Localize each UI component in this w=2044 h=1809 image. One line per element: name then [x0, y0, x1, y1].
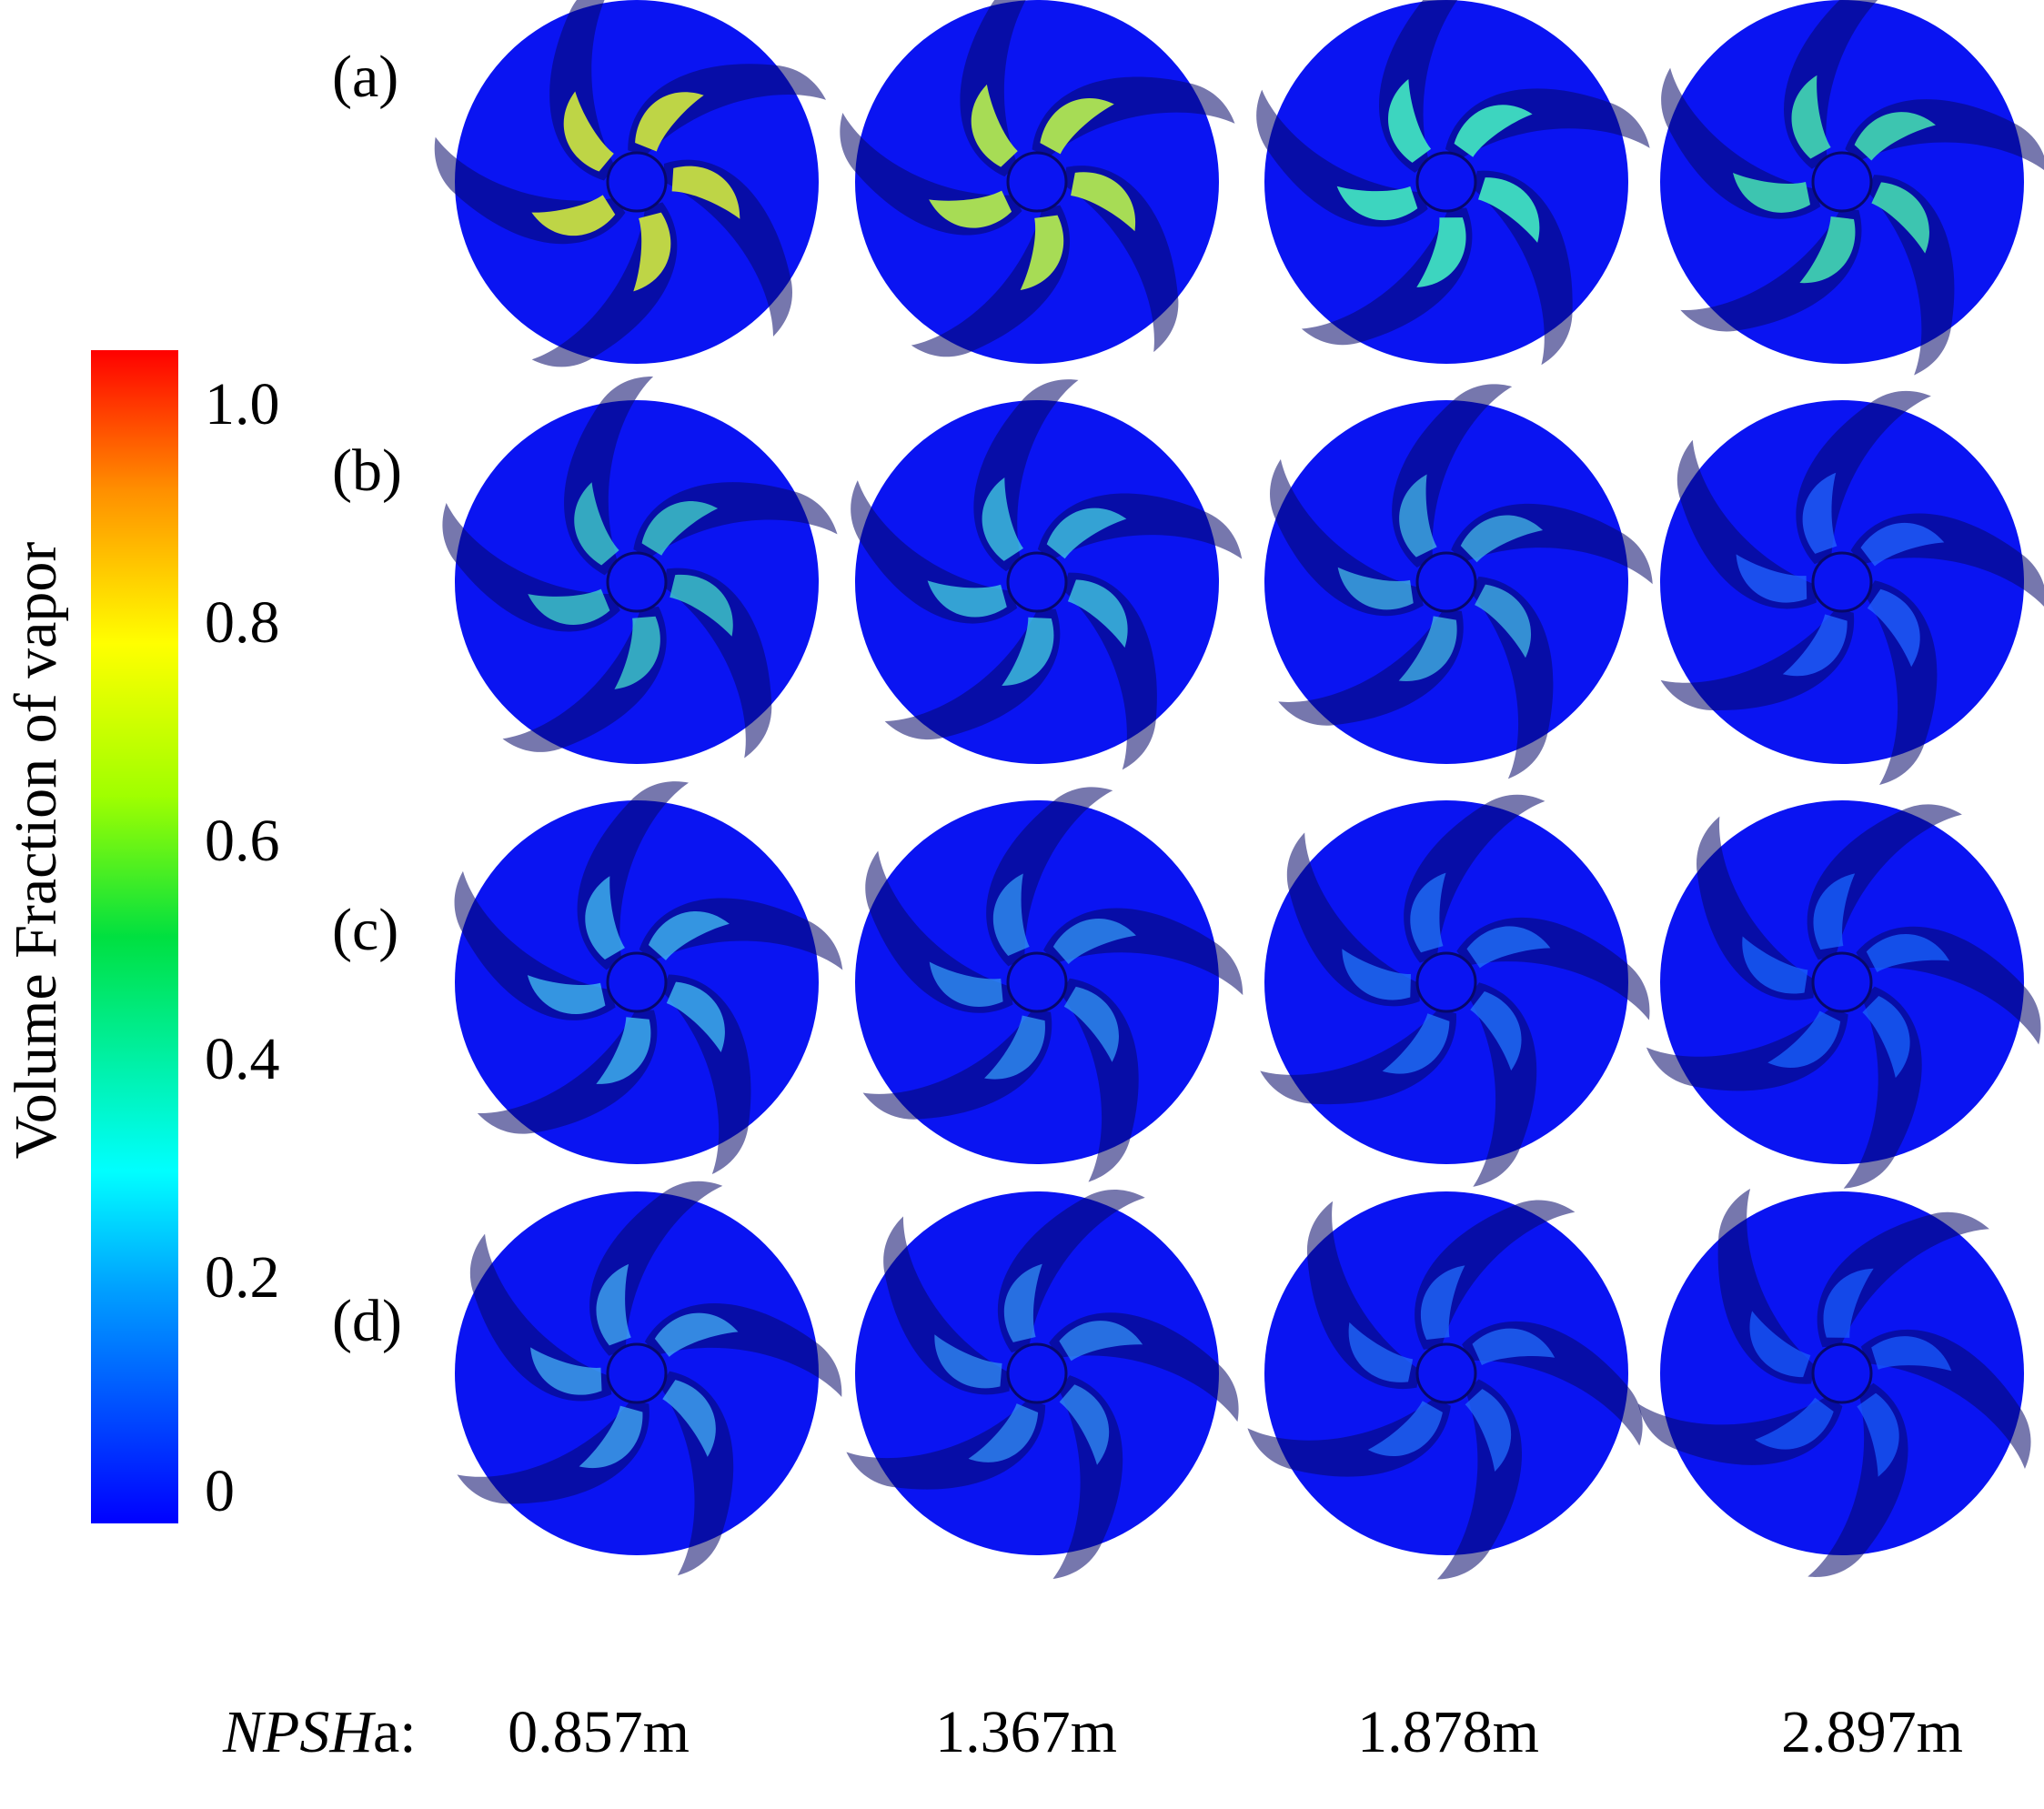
impeller-d-3	[1247, 1191, 1643, 1580]
colorbar-tick-0-4: 0.4	[205, 1026, 280, 1092]
npsh-label: NPSHa:	[223, 1699, 417, 1765]
row-label-c: (c)	[332, 897, 399, 963]
impeller-d-2	[846, 1190, 1239, 1580]
impeller-b-2	[851, 379, 1243, 770]
colorbar-tick-0-2: 0.2	[205, 1244, 280, 1311]
impeller-b-3	[1264, 384, 1653, 779]
impeller-d-1	[455, 1181, 842, 1576]
impeller-d-4	[1637, 1188, 2031, 1577]
colorbar-tick-0-6: 0.6	[205, 808, 280, 874]
impeller-b-4	[1660, 390, 2044, 785]
colorbar-gradient	[91, 350, 178, 1523]
impeller-a-4	[1660, 0, 2044, 376]
impeller-c-1	[454, 781, 843, 1175]
colorbar-tick-0-8: 0.8	[205, 589, 280, 656]
impeller-c-3	[1260, 794, 1650, 1187]
row-label-b: (b)	[332, 437, 402, 504]
colorbar-title: Volume Fraction of vapor	[3, 541, 69, 1160]
impeller-a-2	[840, 0, 1235, 364]
impeller-c-4	[1646, 800, 2041, 1189]
row-label-a: (a)	[332, 44, 399, 110]
npsh-value-4: 2.897m	[1781, 1699, 1963, 1765]
colorbar	[91, 350, 178, 1523]
npsh-value-2: 1.367m	[935, 1699, 1117, 1765]
colorbar-tick-1-0: 1.0	[205, 371, 280, 437]
impeller-b-1	[442, 377, 838, 764]
impeller-c-2	[855, 787, 1244, 1182]
impeller-a-1	[434, 0, 827, 367]
row-label-d: (d)	[332, 1288, 402, 1354]
colorbar-tick-0: 0	[205, 1458, 235, 1524]
npsh-value-3: 1.878m	[1357, 1699, 1539, 1765]
impeller-a-3	[1256, 0, 1650, 366]
npsh-value-1: 0.857m	[508, 1699, 690, 1765]
